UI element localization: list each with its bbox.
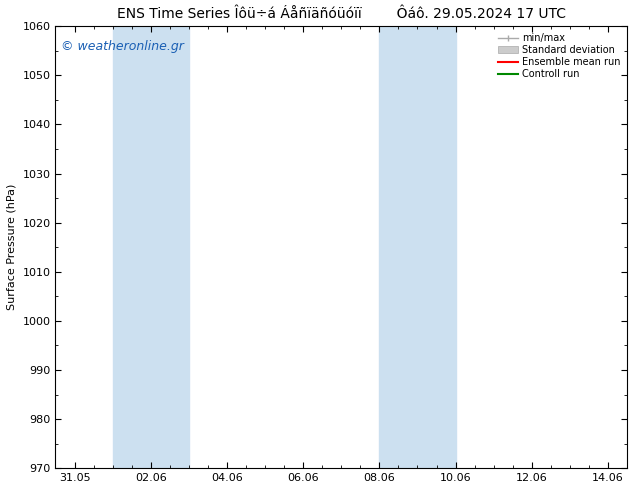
Legend: min/max, Standard deviation, Ensemble mean run, Controll run: min/max, Standard deviation, Ensemble me… (495, 29, 624, 83)
Bar (113, 26, 189, 468)
Bar (379, 26, 456, 468)
Text: © weatheronline.gr: © weatheronline.gr (61, 40, 184, 52)
Y-axis label: Surface Pressure (hPa): Surface Pressure (hPa) (7, 184, 17, 311)
Title: ENS Time Series Îôü÷á Áåñïäñóüóïï        Ôáô. 29.05.2024 17 UTC: ENS Time Series Îôü÷á Áåñïäñóüóïï Ôáô. 2… (117, 7, 566, 21)
